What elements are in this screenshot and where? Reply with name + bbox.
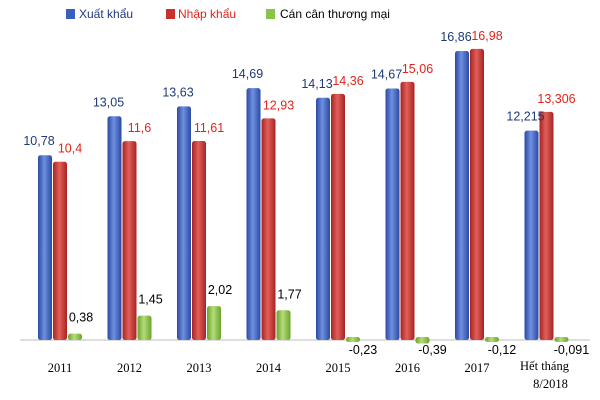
legend-swatch-export	[66, 9, 75, 19]
value-label-import-6: 16,98	[471, 29, 502, 43]
bar-balance-6	[485, 337, 499, 342]
value-label-import-3: 12,93	[263, 98, 294, 112]
value-label-balance-0: 0,38	[69, 311, 93, 325]
x-tick-labels-layer: 2011 2012 2013 2014 2015 2016 2017 Hết tháng 8/2…	[48, 359, 570, 391]
value-label-export-2: 13,63	[162, 85, 193, 99]
value-label-export-3: 14,69	[232, 67, 263, 81]
x-tick-label-6: 2017	[465, 361, 490, 375]
legend-swatch-balance	[266, 9, 275, 19]
bar-export-5	[385, 88, 400, 340]
value-labels-layer: 10,78 10,4 0,38 13,05 11,6 1,45 13,63 11,61 2,02…	[23, 29, 589, 357]
bar-import-1	[122, 141, 137, 340]
bar-export-2	[177, 106, 191, 340]
legend-label-import: Nhập khẩu	[178, 7, 236, 21]
bar-balance-3	[276, 310, 291, 340]
value-label-export-6: 16,86	[440, 30, 471, 44]
bar-balance-4	[346, 337, 360, 342]
bar-import-7	[539, 111, 554, 340]
value-label-import-2: 11,61	[194, 121, 224, 135]
value-label-import-1: 11,6	[128, 121, 151, 135]
x-tick-label-4: 2015	[326, 361, 351, 375]
bar-export-7	[524, 130, 539, 340]
value-label-balance-5: -0,39	[418, 343, 447, 357]
x-tick-label-2: 2013	[187, 361, 212, 375]
x-tick-label-3: 2014	[256, 361, 282, 375]
bar-export-3	[246, 88, 261, 341]
legend-label-balance: Cán cân thương mại	[280, 7, 390, 21]
chart-legend: Xuất khẩu Nhập khẩu Cán cân thương mại	[66, 7, 390, 21]
bar-import-6	[470, 48, 484, 341]
x-tick-label-line: 8/2018	[533, 377, 568, 391]
bar-export-1	[107, 116, 122, 341]
bar-export-4	[316, 97, 330, 341]
value-label-import-4: 14,36	[332, 74, 363, 88]
bar-export-0	[38, 155, 52, 340]
bar-import-0	[53, 161, 67, 340]
value-label-export-1: 13,05	[93, 95, 124, 109]
bar-import-3	[261, 118, 276, 340]
value-label-import-5: 15,06	[402, 62, 433, 76]
legend-item-balance: Cán cân thương mại	[266, 7, 390, 21]
x-tick-label-line: Hết tháng	[520, 359, 570, 373]
legend-item-export: Xuất khẩu	[66, 7, 133, 21]
bar-balance-1	[137, 315, 152, 340]
value-label-balance-6: -0,12	[488, 343, 517, 357]
value-label-export-7: 12,215	[506, 110, 544, 124]
bar-import-4	[331, 93, 345, 340]
bars-layer	[38, 48, 569, 344]
x-tick-label-5: 2016	[395, 361, 420, 375]
bar-import-5	[400, 81, 415, 340]
bar-balance-0	[68, 333, 82, 340]
legend-label-export: Xuất khẩu	[79, 7, 133, 21]
x-tick-label-7: Hết tháng 8/2018	[520, 359, 570, 391]
value-label-balance-4: -0,23	[349, 343, 378, 357]
x-tick-label-1: 2012	[117, 361, 142, 375]
value-label-import-7: 13,306	[537, 92, 575, 106]
bar-balance-5	[415, 337, 430, 344]
bar-balance-2	[207, 306, 221, 340]
legend-item-import: Nhập khẩu	[166, 7, 236, 21]
x-tick-label-0: 2011	[48, 361, 73, 375]
value-label-export-0: 10,78	[23, 134, 54, 148]
bar-export-6	[455, 50, 469, 340]
value-label-balance-1: 1,45	[138, 293, 162, 307]
value-label-export-5: 14,67	[371, 68, 402, 82]
value-label-balance-3: 1,77	[277, 287, 301, 301]
legend-swatch-import	[166, 9, 175, 19]
value-label-balance-2: 2,02	[208, 283, 232, 297]
value-label-import-0: 10,4	[58, 142, 82, 156]
bar-import-2	[192, 140, 206, 340]
bar-balance-7	[554, 337, 569, 342]
value-label-balance-7: -0,091	[554, 343, 589, 357]
value-label-export-4: 14,13	[301, 77, 332, 91]
